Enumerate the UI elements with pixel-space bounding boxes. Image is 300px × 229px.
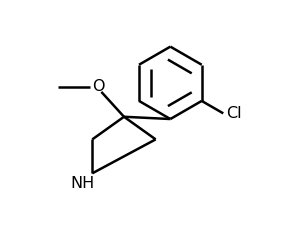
Text: O: O xyxy=(92,79,104,94)
Text: Cl: Cl xyxy=(226,106,242,121)
Text: NH: NH xyxy=(70,176,94,191)
